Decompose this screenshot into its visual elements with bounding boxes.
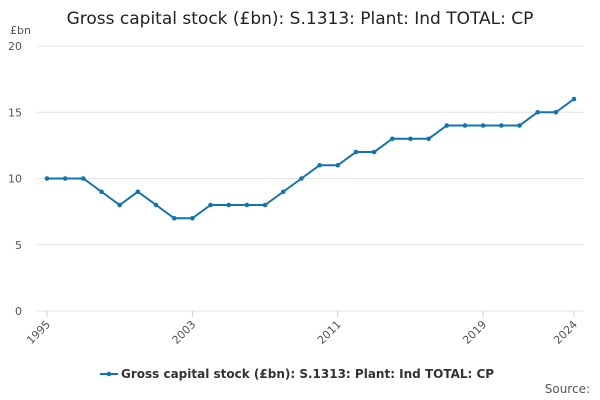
y-tick-label: 0 [15,305,22,318]
y-tick-label: 10 [8,173,22,186]
point [62,176,68,181]
legend-marker [106,371,112,377]
point [517,123,522,128]
point [117,202,122,208]
point [244,202,250,208]
chart-title: Gross capital stock (£bn): S.1313: Plant… [67,9,534,29]
point [444,123,450,128]
point [280,189,286,195]
point [153,202,159,208]
point [190,215,195,221]
point [317,162,322,168]
x-tick-label: 1995 [24,318,53,347]
line [47,98,575,220]
point [389,136,395,142]
y-tick-label: 15 [8,106,22,119]
y-tick-label: 20 [8,40,22,53]
x-tick-label: 2024 [551,318,580,347]
legend-label: Gross capital stock (£bn): S.1313: Plant… [121,367,494,381]
x-tick-label: 2003 [170,318,199,347]
point [462,123,468,128]
x-tick-label: 2019 [460,318,489,347]
point [226,202,232,208]
point [426,136,431,142]
point [371,149,377,155]
point [571,96,577,102]
point [335,162,341,168]
point [408,136,413,142]
y-tick-label: 5 [15,239,22,252]
point [299,176,304,181]
x-tick-label: 2011 [315,318,344,347]
point [208,202,213,208]
point [44,176,50,181]
point [262,202,268,208]
point [81,176,86,181]
point [480,123,486,128]
point [553,109,559,115]
source: Source: [545,382,590,396]
point [171,215,177,221]
point [135,189,141,195]
point [353,149,359,155]
y-unit-label: £bn [10,24,31,37]
point [99,189,104,195]
point [499,123,504,128]
point [535,109,540,115]
